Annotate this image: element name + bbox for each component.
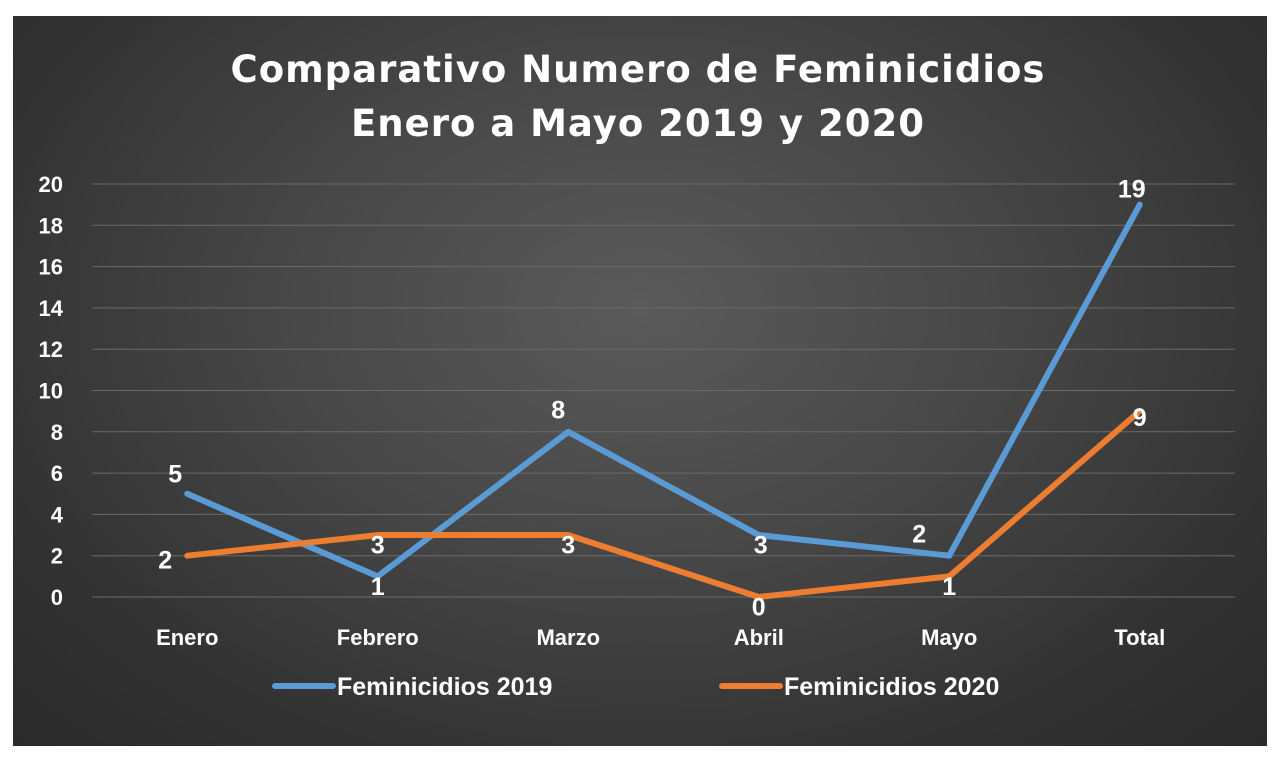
data-label: 8: [551, 396, 565, 424]
x-tick-label: Febrero: [337, 625, 419, 650]
data-label: 2: [912, 520, 926, 548]
data-label: 19: [1118, 175, 1146, 203]
legend[interactable]: Feminicidios 2019 Feminicidios 2020: [272, 673, 999, 701]
data-label: 5: [168, 460, 182, 488]
x-tick-label: Total: [1114, 625, 1165, 650]
y-tick-label: 14: [39, 296, 64, 321]
data-label: 9: [1133, 404, 1147, 432]
y-tick-label: 0: [51, 585, 63, 610]
y-tick-label: 20: [39, 172, 63, 197]
y-tick-label: 2: [51, 544, 63, 569]
y-tick-label: 16: [39, 255, 63, 280]
series-line-0: [184, 201, 1143, 580]
series-lines: [184, 201, 1143, 600]
data-label: 3: [371, 532, 385, 560]
y-tick-label: 12: [39, 337, 63, 362]
legend-item-1[interactable]: Feminicidios 2020: [719, 673, 999, 701]
y-tick-label: 8: [51, 420, 63, 445]
y-tick-label: 18: [39, 213, 63, 238]
chart-area: [13, 16, 1267, 746]
data-label: 1: [942, 573, 956, 601]
y-axis-ticks: 0 2 4 6 8 10 12 14 16 18 20: [39, 172, 64, 610]
legend-label: Feminicidios 2020: [784, 673, 999, 701]
data-label: 0: [752, 594, 766, 622]
chart-title-line-2: Enero a Mayo 2019 y 2020: [351, 102, 925, 145]
data-label: 2: [158, 546, 172, 574]
chart-title-line-1: Comparativo Numero de Feminicidios: [231, 48, 1046, 91]
legend-label: Feminicidios 2019: [337, 673, 552, 701]
y-tick-label: 10: [39, 379, 63, 404]
data-label: 3: [754, 532, 768, 560]
x-tick-label: Marzo: [536, 625, 600, 650]
x-axis-ticks: Enero Febrero Marzo Abril Mayo Total: [156, 625, 1165, 650]
x-tick-label: Abril: [734, 625, 784, 650]
data-label: 3: [561, 532, 575, 560]
chart-title: Comparativo Numero de Feminicidios Enero…: [231, 48, 1046, 145]
x-tick-label: Enero: [156, 625, 218, 650]
legend-item-0[interactable]: Feminicidios 2019: [272, 673, 552, 701]
gridlines: [92, 183, 1235, 598]
data-label: 1: [371, 573, 385, 601]
y-tick-label: 6: [51, 461, 63, 486]
y-tick-label: 4: [51, 502, 64, 527]
x-tick-label: Mayo: [921, 625, 977, 650]
series-line-1: [184, 408, 1143, 600]
